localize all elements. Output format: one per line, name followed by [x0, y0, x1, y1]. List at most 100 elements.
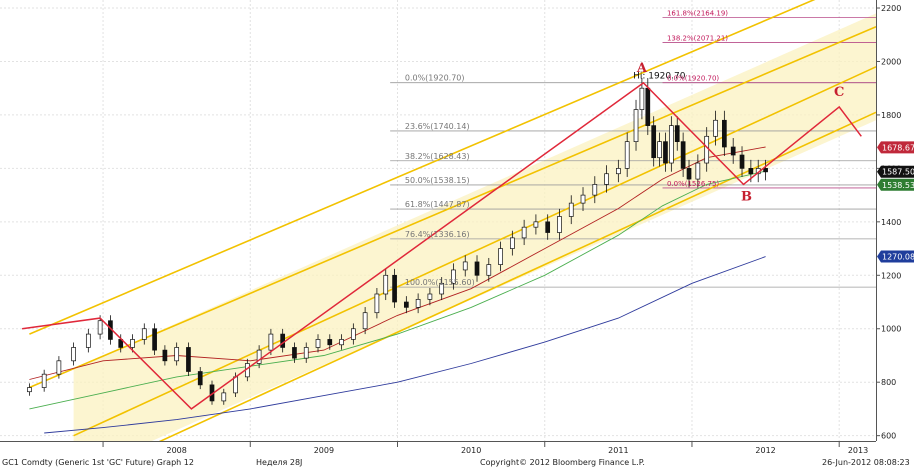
candle-60 [680, 132, 686, 177]
price-tag-1: 1587.50 [877, 165, 914, 178]
retracement-label-2: 38.2%(1628.43) [405, 152, 470, 161]
candle-31 [392, 268, 397, 308]
y-tick-label: 1400 [881, 218, 901, 227]
candle-62 [695, 154, 701, 188]
candle-56 [657, 132, 662, 167]
y-tick-label: 1000 [881, 325, 901, 334]
candle-4 [85, 328, 91, 353]
candle-64 [713, 110, 718, 146]
candle-29 [374, 287, 380, 319]
candle-45 [557, 208, 562, 240]
y-tick-label: 2000 [881, 57, 901, 66]
price-tag-label: 1538.53 [882, 181, 914, 190]
price-tag-0: 1678.67 [877, 141, 914, 154]
candle-42 [521, 219, 527, 246]
channel-line-0 [29, 0, 816, 335]
retracement-label-5: 76.4%(1336.16) [405, 230, 470, 239]
retracement-label-4: 61.8%(1447.87) [405, 200, 470, 209]
high-label: Hi: 1920.70 [633, 72, 686, 82]
candle-23 [303, 342, 309, 363]
price-tag-label: 1270.08 [882, 253, 914, 262]
pattern-label-a: A [636, 61, 648, 76]
channel-fill-0 [73, 13, 876, 441]
moving-average-1 [29, 170, 766, 410]
candle-27 [350, 323, 356, 345]
x-tick-label: 2011 [608, 446, 628, 455]
candle-13 [186, 342, 191, 376]
candle-51 [624, 132, 630, 177]
candle-12 [174, 342, 180, 366]
x-tick-label: 2010 [461, 446, 481, 455]
candle-26 [339, 334, 344, 350]
candle-50 [616, 159, 621, 183]
y-tick-label: 800 [881, 378, 896, 387]
candle-40 [498, 241, 503, 272]
price-candles [27, 78, 768, 405]
candle-57 [663, 132, 668, 172]
candle-3 [71, 342, 76, 366]
price-tag-3: 1270.08 [877, 250, 914, 263]
extension-label-1: 138.2%(2071.21) [667, 34, 728, 42]
fibonacci-labels: 0.0%(1920.70) 23.6%(1740.14) 38.2%(1628.43… [405, 10, 728, 288]
candle-44 [545, 214, 551, 240]
footer-bar: GC1 Comdty (Generic 1st 'GC' Future) Gra… [0, 457, 914, 469]
channel-fills [73, 13, 876, 441]
price-chart: A B C Hi: 1920.70 0.0%(1920.70) 23.6%(1740.1… [0, 0, 914, 455]
candle-47 [580, 187, 586, 211]
channel-line-1 [29, 25, 876, 389]
pattern-line-0 [21, 81, 862, 410]
candle-14 [197, 367, 203, 390]
x-tick-label: 2008 [166, 446, 186, 455]
candle-48 [592, 176, 598, 204]
candle-0 [27, 383, 32, 396]
candle-10 [152, 323, 157, 356]
candle-36 [451, 263, 456, 290]
candle-41 [509, 230, 515, 256]
retracement-label-6: 100.0%(1155.60) [405, 278, 475, 287]
candle-28 [362, 307, 368, 335]
footer-copyright: Copyright© 2012 Bloomberg Finance L.P. [480, 458, 645, 467]
candle-55 [651, 116, 657, 167]
abc-pattern: A B C Hi: 1920.70 [21, 61, 862, 410]
x-tick-label: 2013 [848, 446, 868, 455]
footer-security: GC1 Comdty (Generic 1st 'GC' Future) Gra… [2, 458, 194, 467]
moving-average-2 [44, 256, 766, 434]
y-axis: 6008001000120014001600180020002200 [876, 4, 901, 441]
candle-37 [462, 255, 468, 277]
extension-label-3: 0.0%(1526.75) [667, 180, 719, 188]
candle-49 [604, 165, 609, 193]
candle-19 [256, 345, 262, 369]
candle-11 [162, 345, 168, 366]
footer-datetime: 26-Jun-2012 08:08:23 [822, 458, 910, 467]
candle-65 [722, 110, 727, 156]
candle-46 [568, 195, 574, 225]
x-tick-label: 2012 [755, 446, 775, 455]
candle-30 [383, 268, 389, 301]
price-tag-label: 1587.50 [882, 168, 914, 177]
candle-66 [730, 138, 736, 164]
candle-67 [739, 146, 745, 177]
candle-70 [763, 159, 768, 181]
retracement-label-3: 50.0%(1538.15) [405, 176, 470, 185]
candle-9 [141, 323, 147, 345]
fibonacci-levels [390, 17, 876, 288]
x-axis: 2008 2009 2010 2011 2012 2013 [102, 441, 868, 455]
footer-period: Неделя 28J [256, 458, 303, 467]
y-tick-label: 1200 [881, 271, 901, 280]
candle-5 [97, 315, 103, 340]
extension-label-2: 0.0%(1920.70) [667, 75, 719, 83]
pattern-label-b: B [741, 189, 752, 204]
candle-52 [633, 99, 639, 151]
candle-34 [427, 287, 433, 306]
candle-33 [415, 293, 421, 314]
price-tag-label: 1678.67 [882, 143, 914, 152]
candle-61 [686, 159, 692, 188]
retracement-label-0: 0.0%(1920.70) [405, 74, 465, 83]
y-tick-label: 2200 [881, 4, 901, 13]
channel-line-2 [73, 66, 876, 437]
candle-58 [669, 116, 674, 172]
candle-16 [221, 388, 227, 405]
candle-38 [474, 255, 480, 282]
candle-25 [327, 334, 333, 350]
y-tick-label: 1800 [881, 111, 901, 120]
